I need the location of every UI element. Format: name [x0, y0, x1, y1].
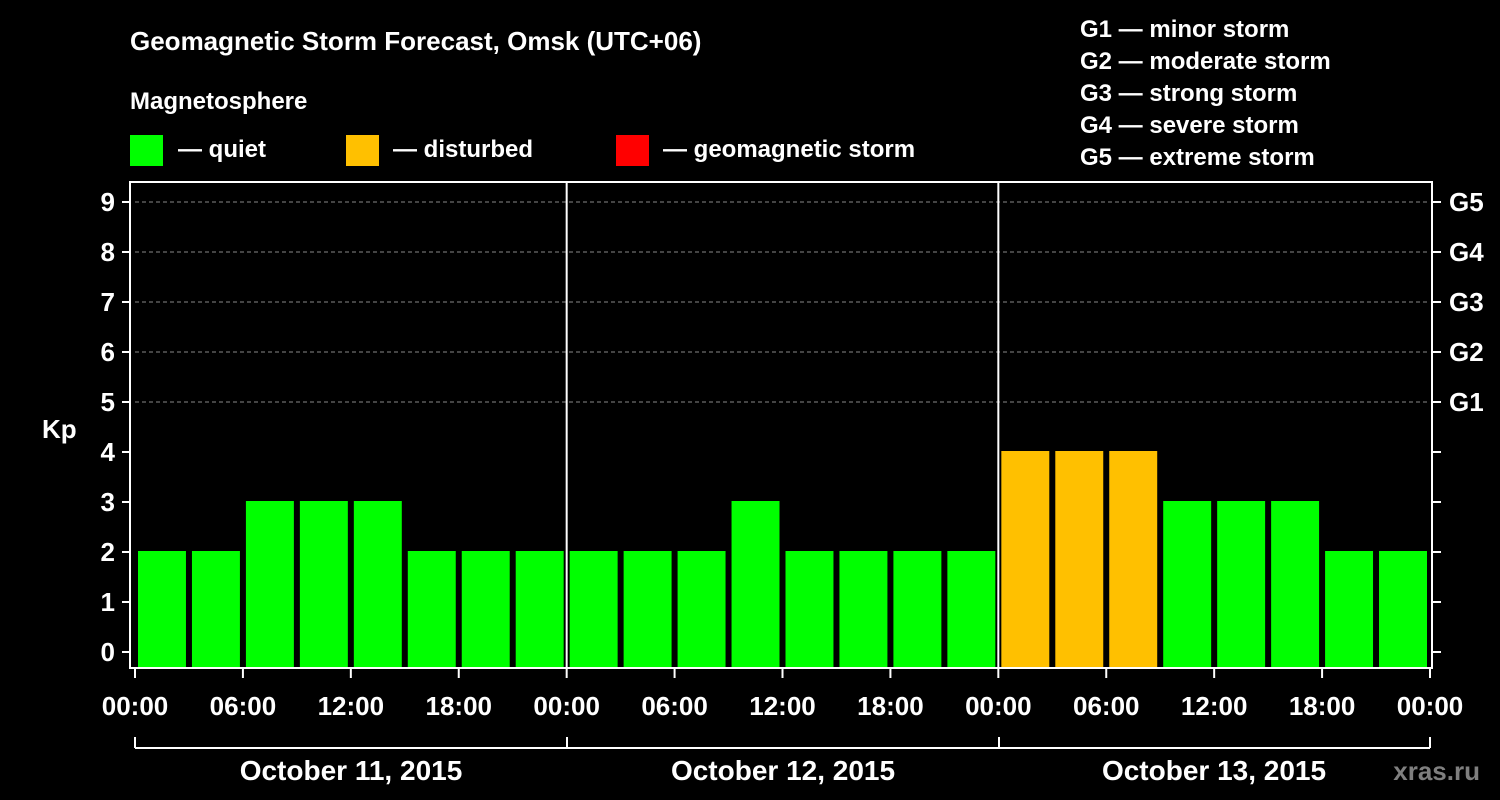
y-axis-ticks: 0 1 2 3 4 5 6 7 8 9: [101, 187, 130, 667]
right-axis-label-g4: G4: [1449, 237, 1484, 267]
day-label-1: October 11, 2015: [240, 755, 463, 786]
storm-scale-list: G1 — minor storm G2 — moderate storm G3 …: [1080, 16, 1331, 171]
storm-scale-g3: G3 — strong storm: [1080, 80, 1297, 107]
legend: — quiet — disturbed — geomagnetic storm: [130, 135, 915, 166]
right-axis-ticks: G1 G2 G3 G4 G5: [1432, 187, 1484, 653]
x-tick-label-5: 06:00: [641, 691, 708, 721]
y-tick-label-0: 0: [101, 637, 115, 667]
x-tick-label-12: 00:00: [1397, 691, 1464, 721]
bar-6: [407, 551, 456, 668]
x-tick-label-7: 18:00: [857, 691, 924, 721]
x-tick-label-6: 12:00: [749, 691, 816, 721]
bar-1: [138, 551, 186, 668]
bar-17: [1001, 451, 1050, 668]
bar-3: [245, 501, 294, 668]
day-label-2: October 12, 2015: [671, 755, 895, 786]
y-tick-label-6: 6: [101, 337, 115, 367]
bar-16: [947, 551, 996, 668]
y-tick-label-5: 5: [101, 387, 115, 417]
day-label-3: October 13, 2015: [1102, 755, 1326, 786]
y-tick-label-1: 1: [101, 587, 115, 617]
bars: [138, 451, 1427, 668]
y-tick-label-9: 9: [101, 187, 115, 217]
legend-swatch-disturbed: [346, 135, 379, 166]
bar-20: [1163, 501, 1212, 668]
bar-15: [893, 551, 942, 668]
bar-21: [1217, 501, 1266, 668]
legend-label-quiet: — quiet: [178, 136, 266, 163]
watermark: xras.ru: [1393, 756, 1480, 786]
y-tick-label-8: 8: [101, 237, 115, 267]
gridlines: [135, 201, 1430, 403]
legend-title: Magnetosphere: [130, 88, 307, 115]
y-axis-label: Kp: [42, 414, 77, 444]
legend-swatch-storm: [616, 135, 649, 166]
right-axis-label-g2: G2: [1449, 337, 1484, 367]
bar-4: [299, 501, 348, 668]
x-axis-ticks: 00:00 06:00 12:00 18:00 00:00 06:00 12:00 18:00…: [102, 668, 1464, 721]
legend-label-storm: — geomagnetic storm: [663, 136, 915, 163]
x-tick-label-1: 06:00: [210, 691, 277, 721]
bar-18: [1055, 451, 1104, 668]
x-tick-label-0: 00:00: [102, 691, 169, 721]
x-tick-label-11: 18:00: [1289, 691, 1356, 721]
plot-frame: [129, 181, 1433, 669]
chart-title: Geomagnetic Storm Forecast, Omsk (UTC+06…: [130, 26, 701, 56]
x-tick-label-3: 18:00: [426, 691, 493, 721]
bar-5: [353, 501, 402, 668]
bar-14: [839, 551, 888, 668]
bar-2: [191, 551, 240, 668]
bar-19: [1109, 451, 1158, 668]
bar-10: [623, 551, 672, 668]
day-separators: [565, 182, 1000, 668]
x-tick-label-10: 12:00: [1181, 691, 1248, 721]
bar-9: [569, 551, 618, 668]
legend-label-disturbed: — disturbed: [393, 136, 533, 163]
bar-11: [677, 551, 726, 668]
right-axis-label-g5: G5: [1449, 187, 1484, 217]
right-axis-label-g1: G1: [1449, 387, 1484, 417]
storm-scale-g4: G4 — severe storm: [1080, 112, 1299, 139]
bar-7: [461, 551, 510, 668]
y-tick-label-3: 3: [101, 487, 115, 517]
storm-scale-g2: G2 — moderate storm: [1080, 48, 1331, 75]
day-brackets: [134, 737, 1431, 749]
x-tick-label-4: 00:00: [533, 691, 600, 721]
storm-scale-g5: G5 — extreme storm: [1080, 144, 1315, 171]
bar-8: [515, 551, 564, 668]
legend-swatch-quiet: [130, 135, 163, 166]
y-tick-label-2: 2: [101, 537, 115, 567]
bar-23: [1325, 551, 1374, 668]
x-tick-label-9: 06:00: [1073, 691, 1140, 721]
y-tick-label-7: 7: [101, 287, 115, 317]
storm-scale-g1: G1 — minor storm: [1080, 16, 1289, 43]
bar-13: [785, 551, 834, 668]
x-tick-label-2: 12:00: [318, 691, 385, 721]
bar-22: [1271, 501, 1320, 668]
bar-24: [1379, 551, 1427, 668]
right-axis-label-g3: G3: [1449, 287, 1484, 317]
bar-12: [731, 501, 780, 668]
y-tick-label-4: 4: [101, 437, 116, 467]
x-tick-label-8: 00:00: [965, 691, 1032, 721]
